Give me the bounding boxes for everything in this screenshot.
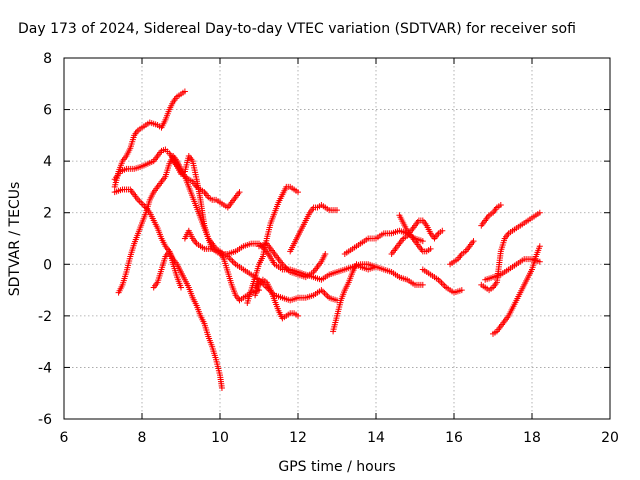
data-point [334, 207, 340, 214]
series-arc-6 [170, 152, 426, 288]
plot-frame [63, 57, 611, 420]
data-point [440, 281, 447, 288]
data-point [295, 312, 301, 319]
series-arc-17 [447, 238, 477, 268]
y-tick-label: -4 [38, 360, 52, 376]
chart-title: Day 173 of 2024, Sidereal Day-to-day VTE… [18, 21, 576, 37]
y-tick-label: 2 [43, 206, 52, 222]
data-point [373, 263, 379, 270]
data-point [236, 189, 243, 196]
data-point [536, 258, 543, 265]
x-tick-label: 8 [138, 430, 147, 446]
data-point [536, 243, 543, 250]
x-tick-label: 6 [60, 430, 69, 446]
series-arc-10 [256, 240, 329, 281]
data-point [436, 278, 443, 285]
data-point [536, 209, 543, 216]
data-point [295, 189, 301, 196]
data-point [439, 227, 446, 234]
series-arc-19 [478, 201, 504, 229]
series-arc-15 [396, 212, 434, 255]
series-arc-16 [252, 276, 262, 291]
series-arc-8 [244, 183, 301, 306]
series-arc-20 [478, 209, 543, 294]
x-tick-label: 18 [523, 430, 541, 446]
x-tick-label: 20 [601, 430, 619, 446]
data-point [178, 284, 184, 291]
series-arc-22 [482, 256, 543, 283]
data-point [419, 238, 426, 245]
data-point [284, 265, 291, 272]
x-tick-label: 10 [211, 430, 229, 446]
x-tick-label: 12 [289, 430, 307, 446]
y-tick-label: 6 [43, 103, 52, 119]
data-point [323, 291, 330, 298]
data-point [256, 276, 262, 283]
data-point [427, 245, 434, 252]
y-tick-label: -6 [38, 412, 52, 428]
data-point [438, 279, 445, 286]
series-arc-5 [150, 248, 184, 291]
series-arc-11 [287, 201, 340, 255]
series-arc-2 [111, 146, 243, 211]
data-point [441, 282, 448, 289]
y-tick-label: 4 [43, 154, 52, 170]
x-axis-label: GPS time / hours [278, 459, 395, 475]
data-point [227, 256, 234, 263]
y-tick-label: 8 [43, 51, 52, 67]
data-point [231, 259, 238, 266]
data-points [111, 88, 543, 392]
y-axis-label: SDTVAR / TECUs [7, 182, 23, 297]
series-arc-1 [111, 88, 188, 190]
series-arc-18 [419, 266, 465, 296]
data-point [497, 201, 504, 208]
data-point [181, 88, 188, 95]
data-point [419, 281, 426, 288]
grid-layer [64, 58, 610, 419]
data-point [319, 288, 326, 295]
data-point [138, 199, 145, 206]
series-arc-3 [111, 186, 225, 392]
series-arc-21 [490, 243, 543, 337]
x-tick-label: 16 [445, 430, 463, 446]
data-point [322, 250, 329, 257]
x-tick-label: 14 [367, 430, 385, 446]
data-point [470, 238, 477, 245]
y-tick-label: -2 [38, 309, 52, 325]
tick-layer: 6 8 10 12 14 16 18 20 -6 -4 -2 0 2 4 6 8 [38, 51, 619, 446]
series-arc-13 [341, 227, 426, 257]
data-point [458, 287, 465, 294]
series-arc-12 [330, 261, 379, 335]
data-point [218, 385, 225, 392]
data-point [229, 258, 236, 265]
y-tick-label: 0 [43, 257, 52, 273]
